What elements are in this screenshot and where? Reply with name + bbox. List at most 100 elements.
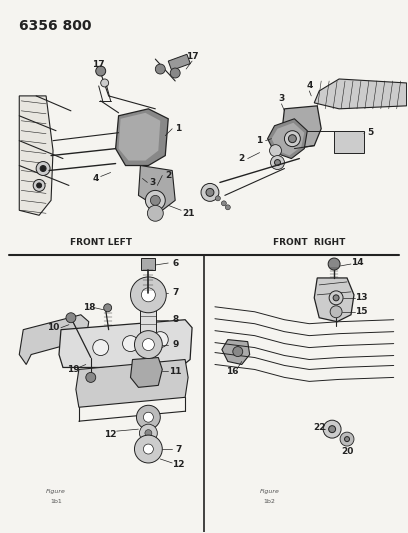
Bar bbox=[142, 258, 155, 270]
Text: Figure: Figure bbox=[259, 489, 279, 494]
Circle shape bbox=[330, 306, 342, 318]
Polygon shape bbox=[76, 360, 188, 407]
Polygon shape bbox=[59, 320, 192, 367]
Circle shape bbox=[135, 330, 162, 359]
Text: 2: 2 bbox=[239, 154, 245, 163]
Polygon shape bbox=[19, 315, 89, 365]
Text: 15: 15 bbox=[355, 307, 367, 316]
Circle shape bbox=[284, 131, 300, 147]
Polygon shape bbox=[314, 79, 407, 109]
Text: 16: 16 bbox=[226, 367, 238, 376]
Text: 7: 7 bbox=[172, 288, 178, 297]
Circle shape bbox=[140, 424, 157, 442]
Circle shape bbox=[93, 340, 109, 356]
Text: 20: 20 bbox=[341, 447, 353, 456]
Circle shape bbox=[222, 201, 226, 206]
Text: 12: 12 bbox=[104, 430, 117, 439]
Text: 1b2: 1b2 bbox=[264, 499, 275, 504]
Circle shape bbox=[37, 183, 42, 188]
Circle shape bbox=[101, 79, 109, 87]
Circle shape bbox=[145, 190, 165, 211]
Text: 21: 21 bbox=[182, 209, 194, 218]
Polygon shape bbox=[314, 278, 354, 322]
Circle shape bbox=[104, 304, 112, 312]
Text: 17: 17 bbox=[186, 52, 198, 61]
Circle shape bbox=[86, 373, 96, 382]
Circle shape bbox=[215, 196, 220, 201]
Text: 4: 4 bbox=[306, 82, 313, 91]
Text: 11: 11 bbox=[169, 367, 182, 376]
Circle shape bbox=[66, 313, 76, 322]
Circle shape bbox=[329, 291, 343, 305]
Circle shape bbox=[142, 288, 155, 302]
Text: 4: 4 bbox=[93, 174, 99, 183]
Circle shape bbox=[151, 196, 160, 205]
Polygon shape bbox=[131, 358, 162, 387]
Circle shape bbox=[147, 205, 163, 221]
Text: 19: 19 bbox=[67, 365, 79, 374]
Circle shape bbox=[170, 68, 180, 78]
Circle shape bbox=[96, 66, 106, 76]
Text: Figure: Figure bbox=[46, 489, 66, 494]
Text: 1: 1 bbox=[257, 136, 263, 145]
Circle shape bbox=[271, 156, 284, 169]
Text: 22: 22 bbox=[313, 423, 326, 432]
Circle shape bbox=[225, 205, 231, 210]
Circle shape bbox=[328, 258, 340, 270]
Text: 8: 8 bbox=[172, 315, 178, 324]
Circle shape bbox=[270, 144, 282, 157]
Text: 3: 3 bbox=[149, 178, 155, 187]
Circle shape bbox=[122, 336, 138, 352]
Text: 12: 12 bbox=[172, 461, 184, 470]
Text: 13: 13 bbox=[355, 293, 367, 302]
Text: 1: 1 bbox=[175, 124, 181, 133]
Circle shape bbox=[275, 159, 280, 166]
Polygon shape bbox=[19, 96, 53, 215]
Circle shape bbox=[36, 161, 50, 175]
Polygon shape bbox=[268, 119, 307, 158]
Circle shape bbox=[145, 430, 152, 437]
Text: 14: 14 bbox=[350, 257, 363, 266]
Polygon shape bbox=[115, 109, 168, 166]
Bar bbox=[140, 308, 156, 336]
Polygon shape bbox=[222, 340, 250, 365]
Circle shape bbox=[340, 432, 354, 446]
Text: FRONT LEFT: FRONT LEFT bbox=[70, 238, 132, 247]
Circle shape bbox=[344, 437, 350, 441]
Text: 17: 17 bbox=[92, 60, 105, 69]
Circle shape bbox=[206, 188, 214, 196]
Text: 3: 3 bbox=[278, 94, 285, 103]
Bar bbox=[334, 131, 364, 152]
Circle shape bbox=[136, 405, 160, 429]
Circle shape bbox=[233, 346, 243, 357]
Circle shape bbox=[152, 332, 168, 348]
Circle shape bbox=[142, 338, 154, 351]
Circle shape bbox=[40, 166, 46, 172]
Text: 5: 5 bbox=[368, 128, 374, 137]
Text: 6356 800: 6356 800 bbox=[19, 19, 92, 33]
Circle shape bbox=[333, 295, 339, 301]
Text: 7: 7 bbox=[175, 445, 182, 454]
Circle shape bbox=[155, 64, 165, 74]
Circle shape bbox=[288, 135, 296, 143]
Text: 1b1: 1b1 bbox=[50, 499, 62, 504]
Circle shape bbox=[201, 183, 219, 201]
Circle shape bbox=[144, 444, 153, 454]
Circle shape bbox=[144, 412, 153, 422]
Text: 2: 2 bbox=[165, 171, 171, 180]
Polygon shape bbox=[282, 106, 321, 149]
Circle shape bbox=[323, 420, 341, 438]
Text: FRONT  RIGHT: FRONT RIGHT bbox=[273, 238, 346, 247]
Text: 9: 9 bbox=[172, 340, 178, 349]
Text: 6: 6 bbox=[172, 259, 178, 268]
Text: 10: 10 bbox=[47, 323, 59, 332]
Bar bbox=[168, 54, 190, 70]
Circle shape bbox=[131, 277, 166, 313]
Polygon shape bbox=[272, 123, 304, 156]
Text: 18: 18 bbox=[82, 303, 95, 312]
Circle shape bbox=[33, 180, 45, 191]
Polygon shape bbox=[119, 113, 160, 160]
Circle shape bbox=[135, 435, 162, 463]
Polygon shape bbox=[138, 166, 175, 211]
Circle shape bbox=[329, 426, 336, 433]
